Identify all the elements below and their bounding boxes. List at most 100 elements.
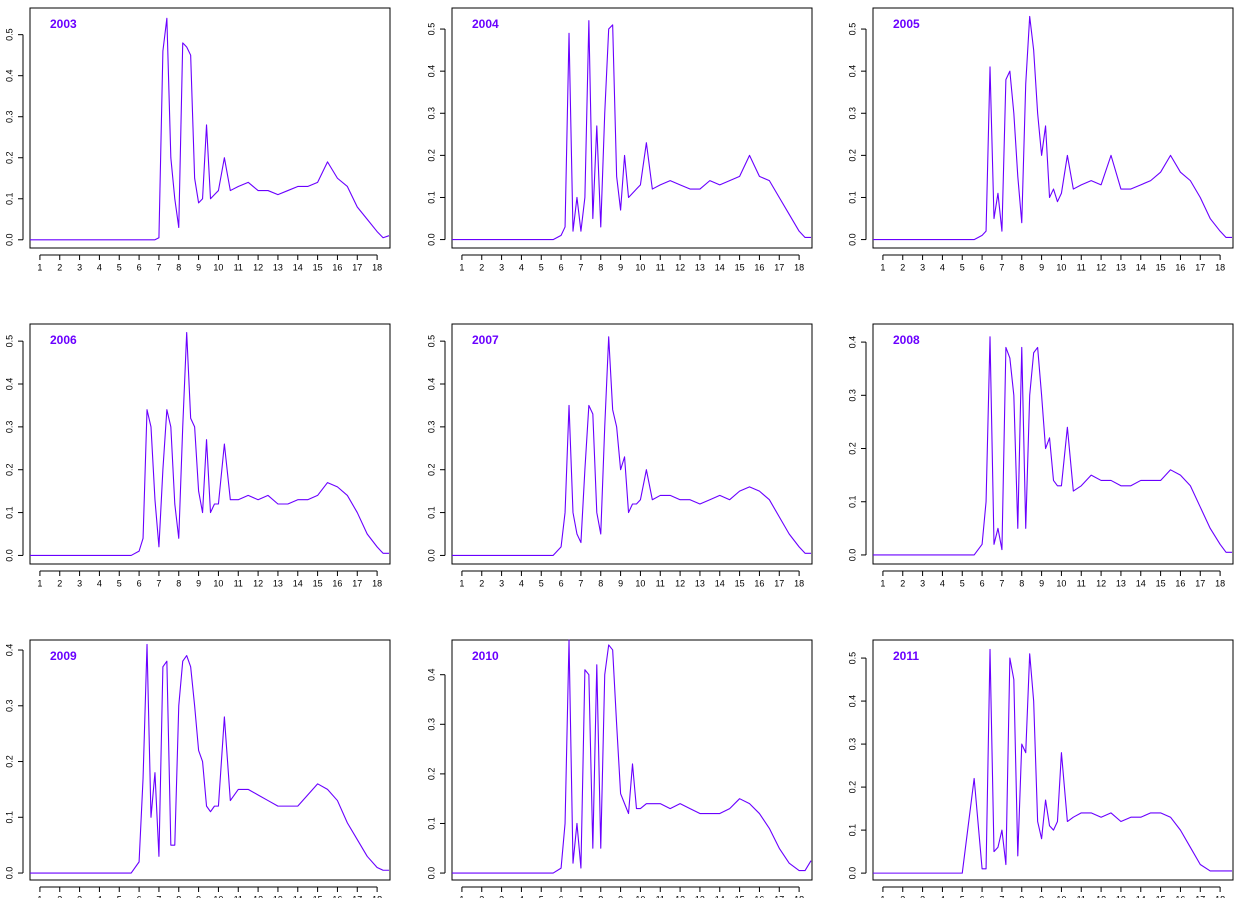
plot-frame	[872, 639, 1234, 881]
panel: 1234567891011121314151617180.00.10.20.30…	[4, 639, 391, 898]
plot-frame	[872, 323, 1234, 565]
x-tick-label: 15	[735, 578, 745, 588]
x-tick-label: 17	[774, 262, 784, 272]
y-tick-label: 0.0	[426, 867, 436, 880]
x-tick-label: 15	[735, 894, 745, 898]
x-tick-label: 10	[1056, 578, 1066, 588]
x-tick-label: 11	[234, 578, 243, 588]
x-tick-label: 4	[97, 894, 102, 898]
data-line	[30, 17, 390, 241]
x-tick-label: 14	[293, 262, 303, 272]
plot-frame	[29, 323, 391, 565]
x-tick-label: 12	[675, 578, 685, 588]
x-tick-label: 3	[499, 578, 504, 588]
y-tick-label: 0.5	[4, 28, 14, 41]
x-tick-label: 2	[900, 894, 905, 898]
data-line	[30, 332, 390, 556]
y-tick-label: 0.3	[426, 718, 436, 731]
x-tick-label: 11	[1077, 578, 1086, 588]
x-tick-label: 14	[715, 894, 725, 898]
y-tick-label: 0.1	[847, 824, 857, 837]
x-tick-label: 17	[1195, 262, 1205, 272]
chart-title: 2009	[50, 649, 77, 663]
y-tick-label: 0.3	[4, 700, 14, 713]
plot-frame	[29, 639, 391, 881]
x-tick-label: 5	[117, 894, 122, 898]
y-tick-label: 0.1	[4, 811, 14, 824]
x-tick-label: 4	[97, 262, 102, 272]
y-tick-label: 0.3	[426, 421, 436, 434]
y-tick-label: 0.2	[426, 463, 436, 476]
x-tick-label: 9	[1039, 894, 1044, 898]
x-tick-label: 13	[273, 894, 283, 898]
x-tick-label: 12	[675, 894, 685, 898]
panel: 1234567891011121314151617180.00.10.20.30…	[847, 639, 1234, 898]
y-tick-label: 0.0	[4, 867, 14, 880]
x-tick-label: 1	[880, 894, 885, 898]
x-tick-label: 8	[598, 262, 603, 272]
x-tick-label: 1	[459, 894, 464, 898]
x-tick-label: 8	[1019, 894, 1024, 898]
x-tick-label: 1	[37, 262, 42, 272]
x-tick-label: 11	[656, 578, 665, 588]
x-tick-label: 16	[332, 578, 342, 588]
chart-title: 2011	[893, 649, 919, 663]
panel: 1234567891011121314151617180.00.10.20.30…	[426, 639, 813, 898]
x-tick-label: 14	[1136, 262, 1146, 272]
x-tick-label: 4	[940, 578, 945, 588]
x-tick-label: 18	[372, 578, 382, 588]
x-tick-label: 3	[77, 578, 82, 588]
x-tick-label: 9	[618, 894, 623, 898]
x-tick-label: 11	[234, 894, 243, 898]
y-tick-label: 0.0	[426, 233, 436, 246]
x-tick-label: 6	[137, 262, 142, 272]
x-tick-label: 12	[253, 262, 263, 272]
y-tick-label: 0.1	[4, 193, 14, 206]
x-tick-label: 14	[715, 262, 725, 272]
x-tick-label: 13	[1116, 262, 1126, 272]
x-tick-label: 2	[57, 262, 62, 272]
y-tick-label: 0.0	[847, 233, 857, 246]
x-tick-label: 8	[1019, 262, 1024, 272]
x-tick-label: 5	[117, 578, 122, 588]
x-tick-label: 16	[1175, 262, 1185, 272]
x-tick-label: 10	[213, 262, 223, 272]
x-tick-label: 5	[117, 262, 122, 272]
y-tick-label: 0.3	[847, 389, 857, 402]
x-tick-label: 1	[37, 578, 42, 588]
x-tick-label: 18	[1215, 894, 1225, 898]
data-line	[873, 336, 1233, 556]
y-tick-label: 0.1	[426, 191, 436, 204]
x-tick-label: 17	[352, 262, 362, 272]
x-tick-label: 1	[880, 262, 885, 272]
x-tick-label: 7	[999, 262, 1004, 272]
chart-title: 2004	[472, 17, 499, 31]
data-line	[873, 15, 1233, 241]
x-tick-label: 15	[735, 262, 745, 272]
x-tick-label: 18	[372, 894, 382, 898]
x-tick-label: 9	[196, 262, 201, 272]
x-tick-label: 12	[253, 894, 263, 898]
x-tick-label: 5	[960, 578, 965, 588]
y-tick-label: 0.0	[847, 867, 857, 880]
data-line	[452, 336, 812, 556]
y-tick-label: 0.2	[4, 463, 14, 476]
y-tick-label: 0.2	[4, 151, 14, 164]
y-tick-label: 0.0	[4, 549, 14, 562]
y-tick-label: 0.3	[847, 738, 857, 751]
x-tick-label: 9	[1039, 578, 1044, 588]
chart-title: 2005	[893, 17, 920, 31]
x-tick-label: 2	[479, 894, 484, 898]
x-tick-label: 14	[293, 894, 303, 898]
y-tick-label: 0.3	[4, 421, 14, 434]
x-tick-label: 17	[1195, 578, 1205, 588]
x-tick-label: 16	[332, 262, 342, 272]
x-tick-label: 4	[97, 578, 102, 588]
y-tick-label: 0.2	[4, 755, 14, 768]
plot-frame	[451, 323, 813, 565]
data-line	[30, 643, 390, 874]
